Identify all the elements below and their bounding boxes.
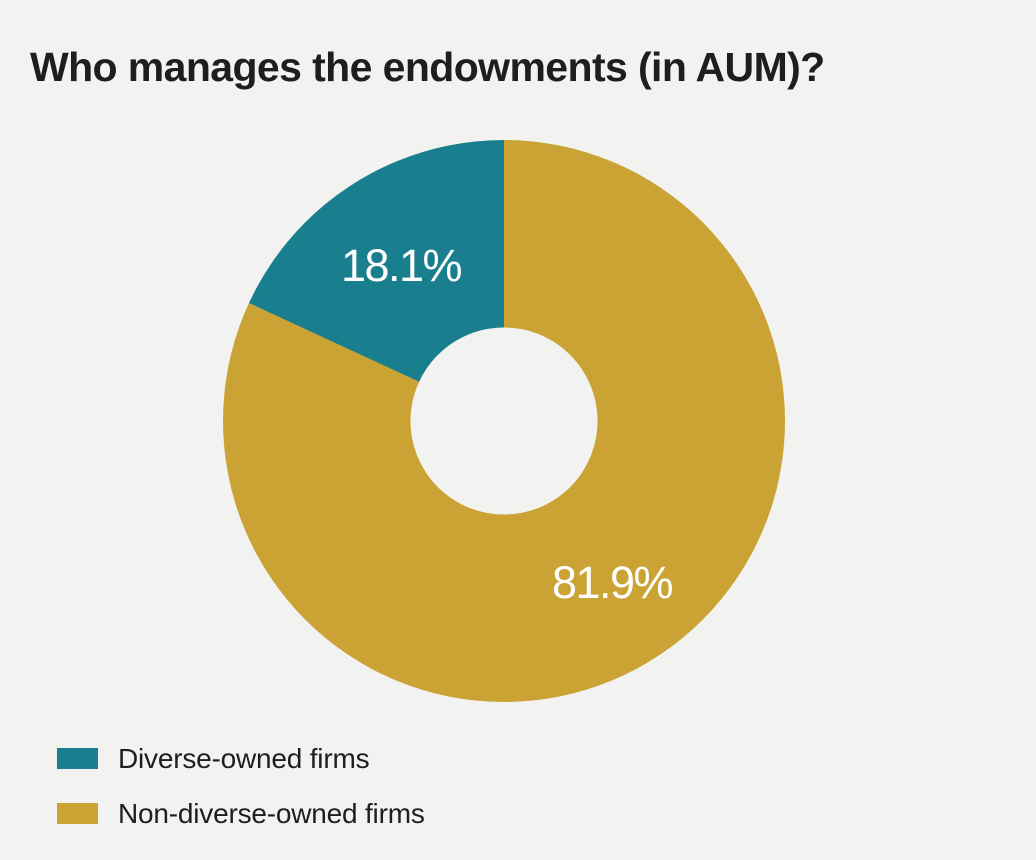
chart-legend: Diverse-owned firms Non-diverse-owned fi…: [57, 743, 425, 858]
chart-title: Who manages the endowments (in AUM)?: [30, 44, 825, 90]
legend-label-diverse: Diverse-owned firms: [118, 742, 370, 774]
legend-item-diverse: Diverse-owned firms: [57, 743, 425, 774]
slice-label-non-diverse: 81.9%: [551, 557, 674, 608]
legend-swatch-diverse-icon: [57, 748, 98, 769]
legend-label-non-diverse: Non-diverse-owned firms: [118, 797, 425, 829]
legend-swatch-non-diverse-icon: [57, 803, 98, 824]
donut-chart: [223, 140, 785, 702]
legend-item-non-diverse: Non-diverse-owned firms: [57, 798, 425, 829]
donut-hole: [410, 327, 598, 515]
slice-label-diverse: 18.1%: [340, 240, 463, 291]
